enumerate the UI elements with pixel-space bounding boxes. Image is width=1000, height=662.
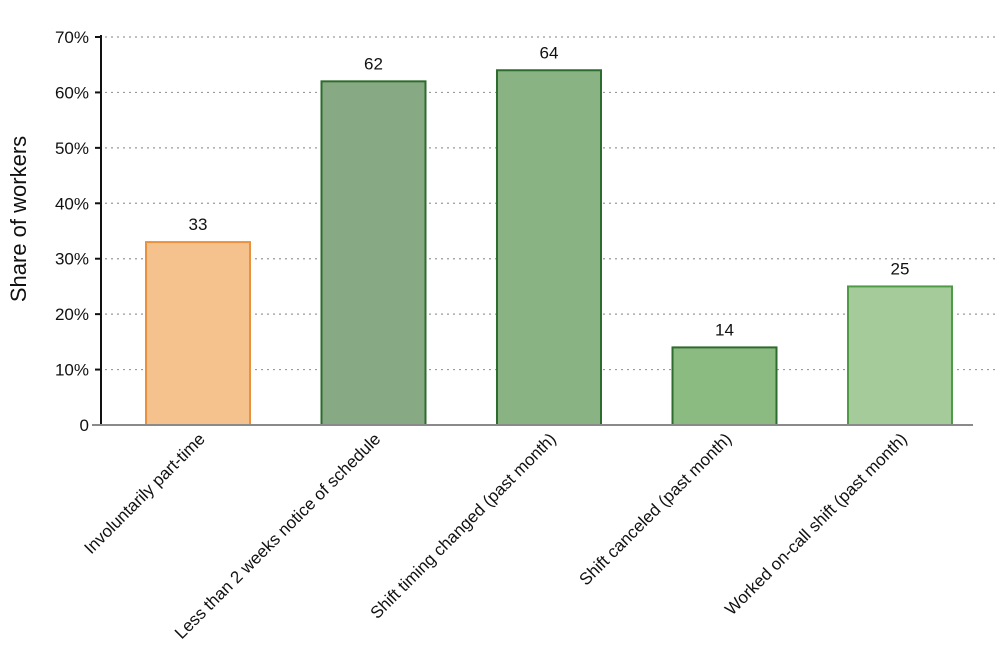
- y-axis-label: Share of workers: [6, 136, 31, 302]
- axes: [92, 35, 973, 426]
- y-tick-label: 60%: [55, 83, 89, 102]
- bar-value-label: 33: [189, 215, 208, 234]
- x-tick-label: Involuntarily part-time: [80, 429, 208, 557]
- y-tick-label: 10%: [55, 361, 89, 380]
- y-tick-label: 30%: [55, 250, 89, 269]
- y-tick-label: 70%: [55, 28, 89, 47]
- bar-value-label: 62: [364, 54, 383, 73]
- bar: [671, 346, 778, 426]
- bar-value-label: 64: [540, 43, 559, 62]
- bars: [145, 69, 953, 426]
- y-tick-label: 20%: [55, 305, 89, 324]
- bar: [320, 80, 427, 426]
- bar: [496, 69, 602, 426]
- bar-value-label: 14: [715, 320, 734, 339]
- y-tick-label: 50%: [55, 139, 89, 158]
- x-tick-label: Worked on-call shift (past month): [721, 429, 911, 619]
- y-tick-label: 0: [80, 416, 89, 435]
- x-tick-label: Shift canceled (past month): [576, 429, 736, 589]
- y-tick-label: 40%: [55, 194, 89, 213]
- x-tick-label: Shift timing changed (past month): [367, 429, 560, 622]
- bar: [145, 241, 251, 426]
- x-tick-label: Less than 2 weeks notice of schedule: [171, 429, 384, 642]
- bar-value-label: 25: [891, 259, 910, 278]
- bar: [847, 285, 953, 426]
